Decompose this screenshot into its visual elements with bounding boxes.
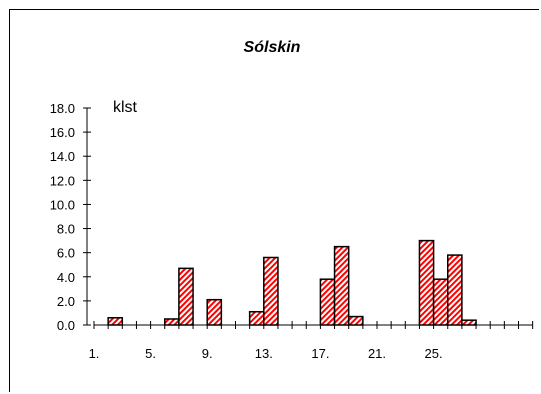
chart-title: Sólskin [244,39,301,56]
bar-day-18 [333,245,350,326]
x-tick-label: 13. [255,346,273,361]
x-axis: 1. 5. 9. 13. 17. 21. 25. [89,321,534,361]
x-tick-label: 17. [311,346,329,361]
bar-day-6 [164,318,180,326]
x-tick-label: 21. [368,346,386,361]
bar-day-27 [461,319,477,326]
bar-day-19 [347,315,364,326]
y-tick-label: 16.0 [50,125,75,140]
y-tick-label: 14.0 [50,149,75,164]
y-tick-label: 12.0 [50,173,75,188]
bar-day-12 [248,310,265,326]
bar-day-25 [432,278,449,326]
y-axis: 0.0 2.0 4.0 6.0 8.0 10.0 12.0 14.0 16.0 18.0 [50,101,91,333]
y-axis-unit-label: klst [113,99,138,116]
y-tick-label: 4.0 [57,270,75,285]
y-tick-label: 2.0 [57,294,75,309]
bar-day-24 [418,239,435,326]
y-tick-label: 18.0 [50,101,75,116]
bar-day-13 [263,256,279,326]
x-tick-label: 1. [89,346,100,361]
bars [107,239,477,326]
bar-day-26 [447,254,463,326]
y-tick-label: 0.0 [57,318,75,333]
chart-frame [9,9,539,392]
x-tick-label: 5. [145,346,156,361]
y-tick-label: 6.0 [57,246,75,261]
bar-day-17 [319,278,336,326]
y-tick-label: 8.0 [57,222,75,237]
x-tick-label: 25. [425,346,443,361]
y-tick-label: 10.0 [50,197,75,212]
bar-day-2 [107,317,124,326]
bar-day-7 [178,267,194,326]
x-tick-label: 9. [202,346,213,361]
bar-day-9 [206,298,223,326]
